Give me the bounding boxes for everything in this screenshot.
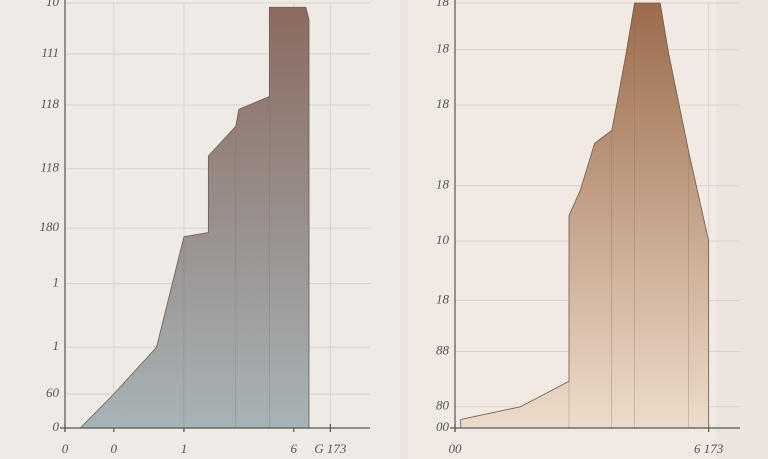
y-tick-label: 10 xyxy=(46,0,60,9)
x-tick-label: 6 173 xyxy=(694,441,724,456)
x-tick-label: 1 xyxy=(181,441,188,456)
x-tick-label: 6 xyxy=(291,441,298,456)
x-tick-label: 00 xyxy=(449,441,463,456)
x-tick-label: 0 xyxy=(62,441,69,456)
y-tick-label: 80 xyxy=(436,398,450,413)
y-tick-label: 0 xyxy=(53,419,60,434)
x-tick-label: G 173 xyxy=(314,441,347,456)
y-tick-label: 1 xyxy=(53,274,60,289)
y-tick-label: 88 xyxy=(436,342,450,357)
y-tick-label: 180 xyxy=(40,219,60,234)
y-tick-label: 00 xyxy=(436,419,450,434)
y-tick-label: 18 xyxy=(436,291,450,306)
area xyxy=(460,2,710,429)
y-tick-label: 18 xyxy=(436,0,450,9)
y-tick-label: 18 xyxy=(436,177,450,192)
y-tick-label: 18 xyxy=(436,41,450,56)
y-tick-label: 118 xyxy=(40,160,59,175)
y-tick-label: 60 xyxy=(46,385,60,400)
y-tick-label: 1 xyxy=(53,338,60,353)
x-tick-label: 0 xyxy=(111,441,118,456)
y-tick-label: 10 xyxy=(436,232,450,247)
y-tick-label: 111 xyxy=(41,45,59,60)
area xyxy=(79,6,310,429)
y-tick-label: 18 xyxy=(436,96,450,111)
y-tick-label: 118 xyxy=(40,96,59,111)
